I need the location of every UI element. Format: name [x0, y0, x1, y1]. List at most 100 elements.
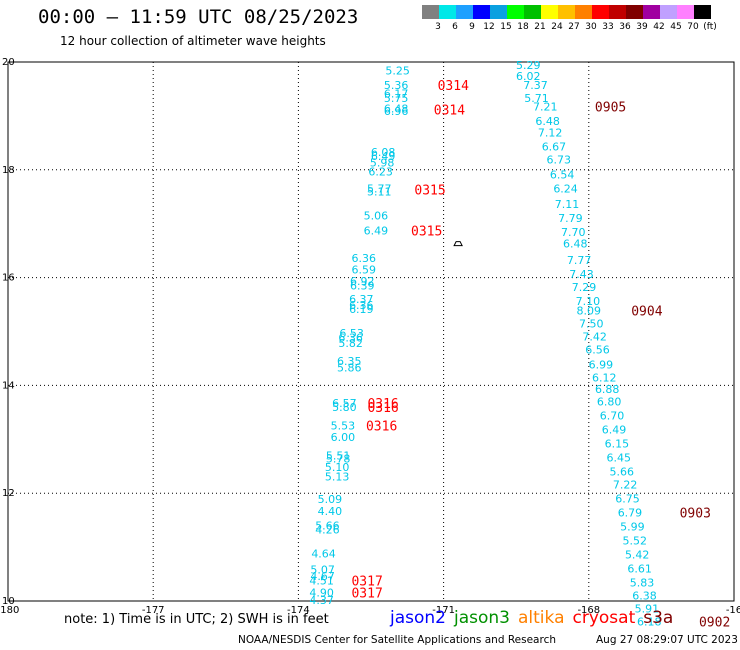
color-scale-swatch: [609, 5, 626, 19]
color-scale-label: 21: [534, 22, 546, 32]
swh-value-label: 5.06: [364, 210, 389, 223]
swh-value-label: 7.37: [523, 79, 548, 92]
swh-value-label: 6.96: [384, 105, 409, 118]
swh-value-label: 5.11: [367, 185, 392, 198]
legend-item-altika: altika: [518, 608, 565, 628]
swh-value-label: 6.23: [368, 165, 393, 178]
swh-value-label: 5.42: [625, 549, 650, 562]
swh-value-label: 7.50: [579, 317, 604, 330]
color-scale-swatch: [507, 5, 524, 19]
swh-value-label: 6.12: [592, 371, 617, 384]
color-scale-swatch: [473, 5, 490, 19]
satellite-legend: jason2 jason3 altika cryosat s3a: [390, 608, 681, 628]
swh-value-label: 5.82: [338, 337, 363, 350]
swh-value-label: 6.49: [371, 150, 396, 163]
color-scale-label: 18: [517, 22, 529, 32]
swh-value-label: 6.35: [337, 355, 362, 368]
swh-value-label: 6.38: [632, 590, 657, 603]
legend-item-cryosat: cryosat: [572, 608, 636, 628]
color-scale-label: 27: [568, 22, 580, 32]
pass-time-label: 0316: [366, 419, 397, 434]
swh-value-label: 6.17: [384, 87, 409, 100]
swh-value-label: 6.18: [637, 615, 662, 628]
color-scale-label: 36: [619, 22, 631, 32]
swh-value-label: 6.48: [384, 102, 409, 115]
swh-value-label: 5.07: [310, 564, 335, 577]
color-scale-swatch: [558, 5, 575, 19]
swh-value-label: 4.40: [318, 505, 343, 518]
swh-value-label: 6.56: [585, 343, 610, 356]
pass-time-label: 0315: [414, 184, 445, 199]
swh-value-label: 6.36: [351, 252, 376, 265]
land-layer: [453, 241, 463, 247]
swh-value-label: 5.13: [325, 470, 350, 483]
swh-value-label: 7.10: [576, 295, 601, 308]
color-scale-swatch: [626, 5, 643, 19]
pass-time-label: 0902: [699, 615, 730, 630]
swh-value-label: 5.25: [385, 65, 410, 78]
swh-value-label: 6.49: [602, 424, 627, 437]
color-scale-label: 39: [636, 22, 648, 32]
y-tick-label: 14: [2, 380, 15, 391]
pass-time-label: 0904: [631, 304, 662, 319]
swh-value-label: 4.37: [309, 594, 334, 607]
swh-value-label: 7.77: [567, 254, 592, 267]
legend-item-s3a: s3a: [643, 608, 674, 628]
x-tick-label: -174: [287, 605, 310, 616]
pass-time-label: 0316: [367, 401, 398, 416]
page-subtitle: 12 hour collection of altimeter wave hei…: [60, 34, 326, 48]
swh-value-label: 5.09: [318, 493, 343, 506]
footer: NOAA/NESDIS Center for Satellite Applica…: [238, 634, 738, 646]
swh-value-label: 6.57: [332, 397, 357, 410]
color-scale-label: 70: [687, 22, 699, 32]
swh-value-label: 5.91: [635, 603, 660, 616]
color-scale-swatch: [490, 5, 507, 19]
color-scale-label: 30: [585, 22, 597, 32]
color-scale-label: (ft): [703, 22, 717, 32]
swh-value-label: 7.11: [555, 198, 580, 211]
swh-value-label: 7.21: [533, 101, 558, 114]
swh-value-label: 5.52: [623, 535, 648, 548]
pass-time-label: 0316: [367, 397, 398, 412]
pass-time-label: 0314: [434, 103, 465, 118]
color-scale-label: 3: [435, 22, 441, 32]
pass-time-label: 0317: [351, 575, 382, 590]
y-tick-label: 18: [2, 165, 15, 176]
swh-value-label: 6.80: [597, 396, 622, 409]
swh-value-label: 5.78: [326, 453, 351, 466]
color-scale-label: 15: [500, 22, 512, 32]
x-tick-label: -168: [577, 605, 600, 616]
pass-time-label: 0315: [411, 225, 442, 240]
color-scale-swatch: [575, 5, 592, 19]
y-tick-label: 12: [2, 488, 15, 499]
swh-value-label: 5.80: [332, 401, 357, 414]
plot-frame: [7, 61, 735, 602]
pass-time-label: 0905: [595, 101, 626, 116]
swh-value-label: 5.29: [516, 59, 541, 72]
color-scale-swatch: [439, 5, 456, 19]
data-label-layer: 5.255.366.175.756.486.966.086.495.986.23…: [309, 59, 661, 628]
swh-value-label: 6.79: [618, 507, 643, 520]
swh-value-label: 6.92: [350, 275, 375, 288]
swh-value-label: 5.77: [367, 183, 392, 196]
swh-value-label: 5.99: [620, 521, 645, 534]
swh-value-label: 6.49: [364, 225, 389, 238]
swh-value-label: 6.61: [627, 563, 652, 576]
swh-value-label: 7.22: [613, 479, 638, 492]
swh-value-label: 6.88: [595, 383, 620, 396]
color-scale-label: 6: [452, 22, 458, 32]
swh-value-label: 6.59: [351, 264, 376, 277]
swh-value-label: 4.67: [310, 570, 335, 583]
swh-value-label: 5.10: [325, 461, 350, 474]
color-scale-swatch: [456, 5, 473, 19]
y-tick-label: 10: [2, 596, 15, 607]
swh-value-label: 6.08: [371, 146, 396, 159]
swh-value-label: 6.24: [553, 183, 578, 196]
legend-item-jason2: jason2: [390, 608, 446, 628]
swh-value-label: 7.79: [558, 212, 583, 225]
swh-value-label: 6.99: [589, 358, 614, 371]
swh-value-label: 6.15: [605, 438, 630, 451]
swh-value-label: 4.90: [309, 586, 334, 599]
x-tick-label: -180: [0, 605, 19, 616]
